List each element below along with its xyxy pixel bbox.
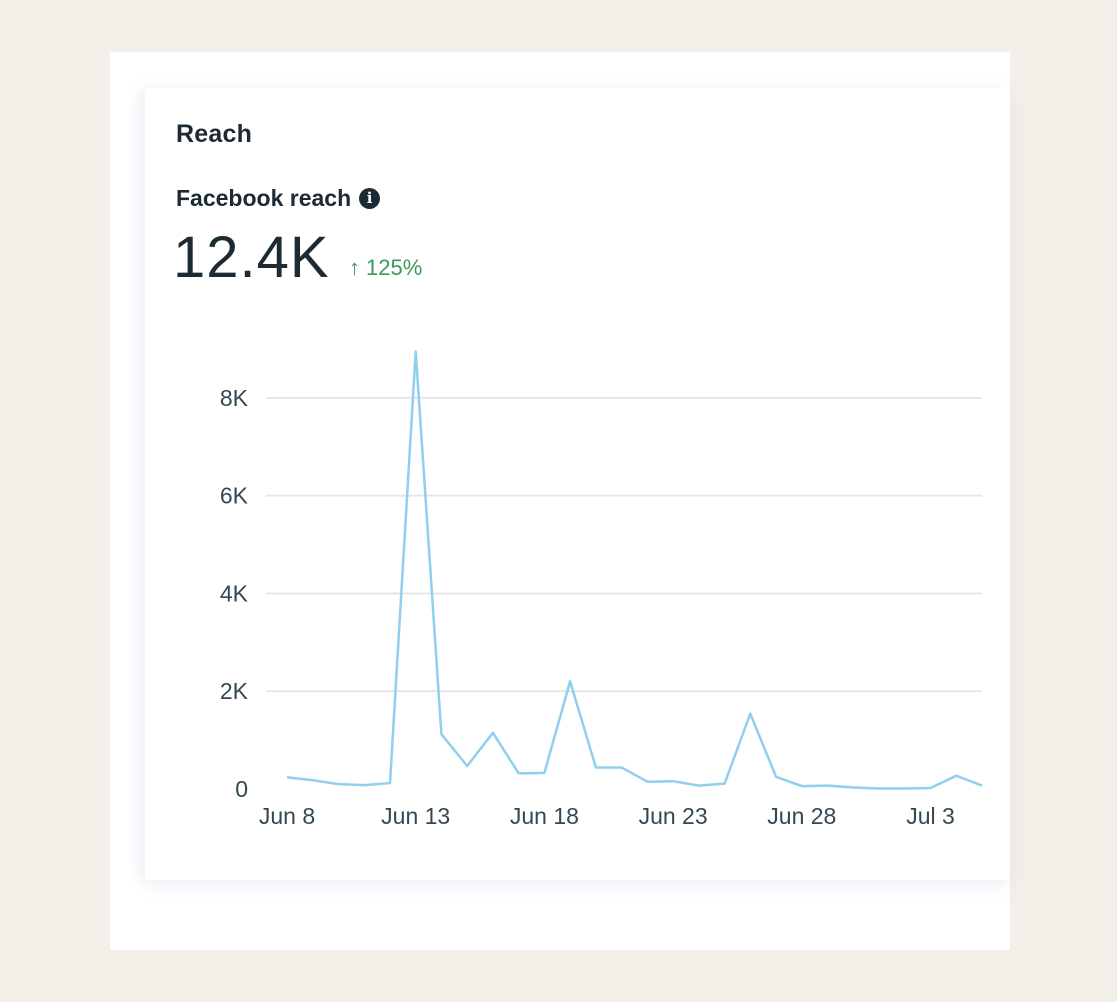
metric-value: 12.4K xyxy=(173,225,330,290)
metric-label-text: Facebook reach xyxy=(176,185,352,211)
y-tick-label: 2K xyxy=(220,678,249,704)
section-title: Reach xyxy=(176,120,253,148)
series-line xyxy=(286,350,983,790)
x-tick-label: Jun 28 xyxy=(767,803,836,829)
y-tick-label: 6K xyxy=(220,483,249,509)
y-tick-label: 8K xyxy=(220,385,249,411)
reach-card xyxy=(145,88,1010,880)
x-tick-label: Jun 13 xyxy=(381,803,450,829)
y-tick-label: 0 xyxy=(235,776,248,802)
up-arrow-icon: ↑ xyxy=(349,255,360,280)
metric-change-value: 125% xyxy=(366,255,423,280)
y-tick-label: 4K xyxy=(220,580,249,606)
metric-label: Facebook reach i xyxy=(176,185,381,212)
metric-change: ↑ 125% xyxy=(349,255,422,281)
info-icon[interactable]: i xyxy=(359,188,381,209)
x-tick-label: Jun 23 xyxy=(639,803,708,829)
x-tick-label: Jun 18 xyxy=(510,803,579,829)
x-tick-label: Jul 3 xyxy=(906,803,955,829)
x-tick-label: Jun 8 xyxy=(259,803,315,829)
